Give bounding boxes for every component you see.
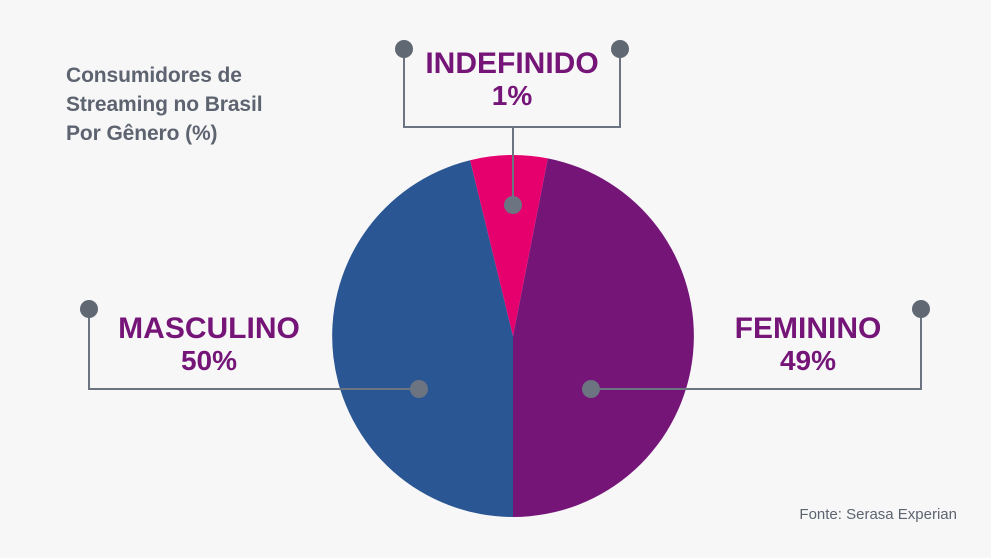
- connector-dot-icon: [395, 40, 413, 58]
- connector-dot-icon: [582, 380, 600, 398]
- slice-value: 1%: [491, 80, 533, 111]
- slice-feminino: [513, 158, 694, 517]
- connector-indefinido: [403, 49, 621, 205]
- slice-value: 49%: [779, 345, 837, 376]
- chart-title-line: Consumidores de: [66, 64, 242, 87]
- slice-value: 50%: [180, 345, 238, 376]
- chart-title-line: Por Gênero (%): [66, 122, 218, 145]
- connector-dot-icon: [912, 300, 930, 318]
- slice-indefinido: [470, 155, 548, 336]
- connector-masculino: [88, 309, 419, 390]
- connector-dot-icon: [80, 300, 98, 318]
- label-indefinido: INDEFINIDO 1%: [412, 48, 612, 112]
- slice-label: MASCULINO: [118, 312, 300, 345]
- label-feminino: FEMININO 49%: [708, 313, 908, 377]
- chart-title-line: Streaming no Brasil: [66, 93, 263, 116]
- source-note: Fonte: Serasa Experian: [799, 506, 957, 523]
- chart-title: Consumidores de Streaming no Brasil Por …: [66, 61, 263, 148]
- slice-label: FEMININO: [734, 312, 882, 345]
- connector-dot-icon: [504, 196, 522, 214]
- label-masculino: MASCULINO 50%: [109, 313, 309, 377]
- connector-dot-icon: [410, 380, 428, 398]
- connector-feminino: [591, 309, 922, 390]
- slice-label: INDEFINIDO: [425, 47, 599, 80]
- slice-masculino: [332, 160, 513, 517]
- connector-dot-icon: [611, 40, 629, 58]
